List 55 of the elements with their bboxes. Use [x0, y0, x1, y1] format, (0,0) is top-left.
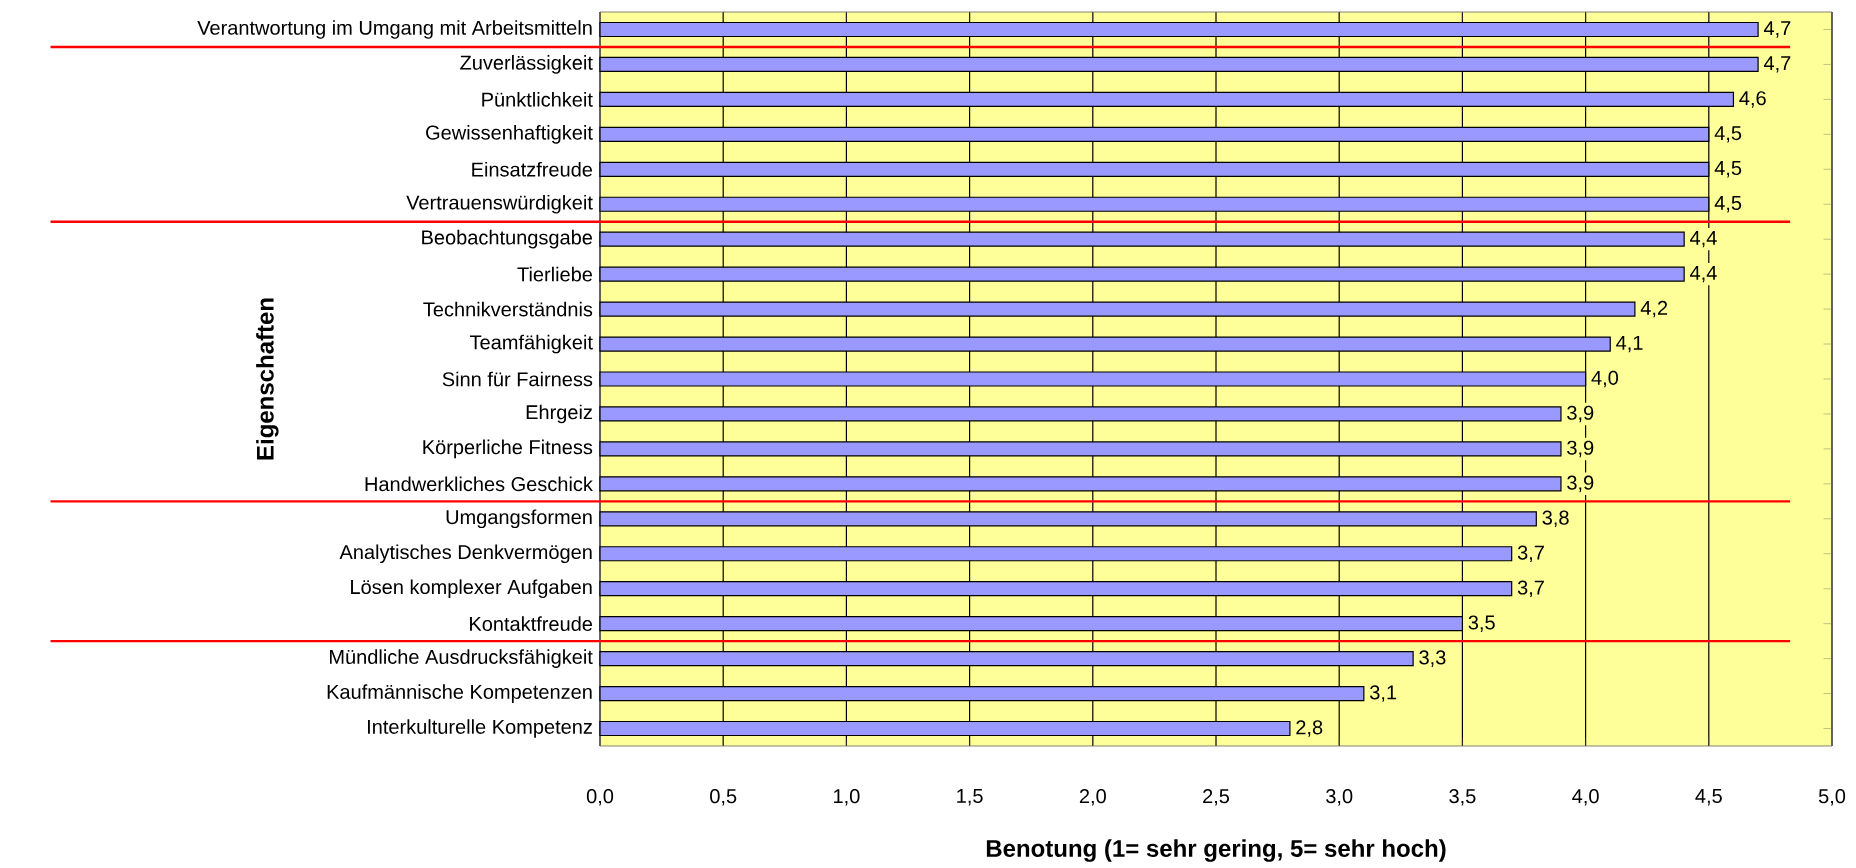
x-tick-label: 0,0 [586, 788, 614, 806]
y-tick-label: Sinn für Fairness [442, 371, 593, 387]
data-label: 4,0 [1591, 370, 1619, 388]
y-tick-label: Beobachtungsgabe [422, 229, 593, 249]
y-tick-label: Mündliche Ausdrucksfähigkeit [329, 649, 593, 668]
x-tick-label: 1,0 [834, 788, 860, 806]
y-tick-label: Verantwortung im Umgang mit Arbeitsmitteln [197, 19, 592, 39]
x-tick-label: 0,5 [710, 788, 737, 806]
data-label: 4,4 [1690, 230, 1717, 248]
y-tick-label: Tierliebe [517, 266, 593, 282]
x-tick-label: 2,0 [1079, 788, 1106, 806]
x-tick-label: 5,0 [1818, 788, 1846, 806]
x-tick-label: 2,5 [1203, 788, 1230, 806]
data-label: 3,3 [1419, 650, 1446, 667]
x-tick-label: 1,5 [957, 788, 983, 806]
y-tick-label: Ehrgeiz [526, 404, 592, 424]
y-tick-label: Interkulturelle Kompetenz [368, 718, 592, 738]
data-label: 2,8 [1296, 720, 1323, 737]
data-label: 3,7 [1517, 545, 1544, 562]
data-label: 3,8 [1542, 510, 1569, 527]
data-label: 3,5 [1468, 615, 1495, 632]
data-label: 4,5 [1714, 195, 1742, 213]
y-tick-label: Analytisches Denkvermögen [339, 544, 592, 563]
x-axis-title: Benotung (1= sehr gering, 5= sehr hoch) [986, 839, 1446, 862]
y-tick-label: Umgangsformen [446, 509, 592, 528]
y-tick-label: Lösen komplexer Aufgaben [351, 579, 592, 598]
data-label: 4,2 [1640, 300, 1668, 318]
y-tick-label: Teamfähigkeit [469, 334, 593, 354]
data-label: 4,5 [1714, 160, 1742, 178]
x-tick-label: 4,5 [1695, 788, 1722, 806]
y-tick-label: Einsatzfreude [472, 161, 593, 177]
y-tick-label: Zuverlässigkeit [460, 54, 593, 74]
y-tick-label: Kaufmännische Kompetenzen [327, 684, 592, 703]
x-tick-label: 3,0 [1326, 788, 1353, 806]
data-label: 3,1 [1370, 685, 1397, 702]
data-label: 3,9 [1567, 440, 1594, 457]
data-label: 4,4 [1690, 265, 1717, 283]
x-tick-label: 4,0 [1572, 788, 1599, 806]
data-label: 4,6 [1739, 90, 1766, 108]
data-label: 4,7 [1763, 21, 1791, 38]
data-label: 3,9 [1567, 405, 1594, 423]
y-tick-label: Technikverständnis [423, 301, 593, 317]
data-label: 4,5 [1714, 125, 1742, 143]
data-label: 3,9 [1567, 475, 1594, 492]
y-axis-title: Eigenschaften [256, 298, 279, 460]
x-tick-label: 3,5 [1449, 788, 1476, 806]
data-label: 3,7 [1517, 580, 1544, 597]
y-tick-label: Vertrauenswürdigkeit [406, 194, 593, 214]
y-tick-label: Kontaktfreude [470, 616, 593, 631]
y-tick-label: Handwerkliches Geschick [365, 476, 593, 491]
y-tick-label: Pünktlichkeit [482, 91, 593, 107]
y-tick-label: Körperliche Fitness [423, 439, 593, 458]
data-label: 4,1 [1616, 335, 1643, 352]
y-tick-label: Gewissenhaftigkeit [426, 124, 593, 144]
data-label: 4,7 [1763, 56, 1791, 73]
